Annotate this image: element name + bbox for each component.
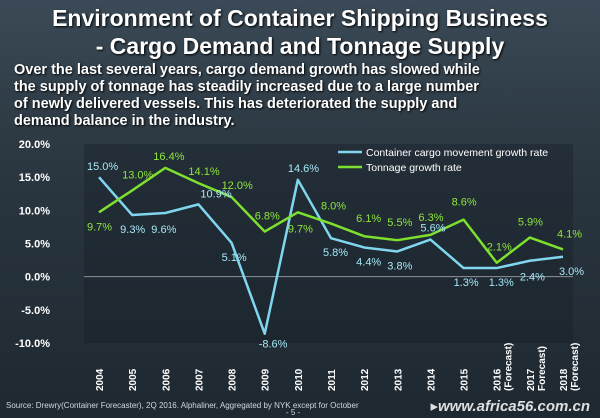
intro-line: demand balance in the industry. bbox=[14, 113, 235, 129]
tonnage-data-label: 4.1% bbox=[557, 228, 582, 240]
growth-line-chart: -10.0% -5.0% 0.0% 5.0% 10.0% 15.0% 20.0% 2004 20… bbox=[15, 139, 584, 391]
cargo-data-label: 5.6% bbox=[420, 223, 445, 235]
x-tick-label: 2010 bbox=[294, 368, 305, 391]
x-tick-label: 2007 bbox=[194, 368, 205, 391]
intro-line: of newly delivered vessels. This has det… bbox=[14, 96, 458, 112]
x-tick-label-line: 2004 bbox=[95, 368, 106, 391]
cargo-data-label: 5.1% bbox=[222, 252, 247, 264]
x-tick-label-line: 2013 bbox=[393, 368, 404, 391]
cargo-data-label: 4.4% bbox=[356, 256, 381, 268]
x-tick-label-line: 2006 bbox=[161, 368, 172, 391]
x-tick-label-line: 2017 bbox=[526, 368, 537, 391]
tonnage-data-label: 6.3% bbox=[418, 212, 443, 224]
x-tick-label: 2013 bbox=[393, 368, 404, 391]
cargo-data-label: 3.0% bbox=[559, 266, 584, 278]
watermark: ▸www.africa56.com.cn bbox=[430, 397, 590, 415]
cargo-data-label: 14.6% bbox=[288, 163, 319, 175]
x-tick-label-line: 2005 bbox=[128, 368, 139, 391]
tonnage-data-label: 6.8% bbox=[255, 211, 280, 223]
tonnage-data-label: 9.7% bbox=[87, 221, 112, 233]
x-tick-label: 2014 bbox=[426, 368, 437, 391]
cargo-data-label: 1.3% bbox=[454, 277, 479, 289]
x-tick-label: 2017Forecast) bbox=[526, 346, 548, 391]
title-line-1: Environment of Container Shipping Busine… bbox=[52, 5, 548, 31]
source-note: Source: Drewry(Container Forecaster), 2Q… bbox=[6, 401, 359, 410]
title-line-2: - Cargo Demand and Tonnage Supply bbox=[95, 33, 505, 59]
x-tick-label-line: 2008 bbox=[228, 368, 239, 391]
page-number: - 5 - bbox=[286, 408, 301, 417]
plot-area bbox=[84, 144, 573, 343]
y-tick-label: 5.0% bbox=[25, 239, 50, 251]
tonnage-data-label: 8.0% bbox=[321, 201, 346, 213]
tonnage-data-label: 5.9% bbox=[518, 217, 543, 229]
tonnage-data-label: 5.5% bbox=[387, 217, 412, 229]
x-tick-label-line: 2007 bbox=[194, 368, 205, 391]
y-tick-label: -10.0% bbox=[15, 338, 50, 350]
y-tick-label: -5.0% bbox=[21, 305, 50, 317]
cargo-data-label: 5.8% bbox=[323, 247, 348, 259]
x-tick-label: 2018(Forecast) bbox=[559, 343, 581, 391]
cargo-data-label: 10.9% bbox=[200, 188, 231, 200]
intro-paragraph: Over the last several years, cargo deman… bbox=[14, 62, 594, 130]
legend-label: Tonnage growth rate bbox=[366, 162, 462, 174]
x-tick-label-line: 2010 bbox=[294, 368, 305, 391]
x-tick-label-line: (Forecast) bbox=[570, 343, 581, 391]
cargo-data-label: -8.6% bbox=[259, 339, 288, 351]
x-tick-label-line: Forecast) bbox=[537, 346, 548, 391]
watermark-icon: ▸ bbox=[430, 397, 438, 415]
tonnage-data-label: 8.6% bbox=[452, 197, 477, 209]
x-tick-label-line: 2015 bbox=[460, 368, 471, 391]
cargo-data-label: 9.3% bbox=[120, 224, 145, 236]
intro-line: the supply of tonnage has steadily incre… bbox=[14, 79, 479, 95]
tonnage-data-label: 2.1% bbox=[487, 242, 512, 254]
cargo-data-label: 3.8% bbox=[387, 260, 412, 272]
x-tick-label: 2009 bbox=[261, 368, 272, 391]
cargo-data-label: 15.0% bbox=[87, 161, 118, 173]
watermark-text: www.africa56.com.cn bbox=[437, 398, 590, 415]
y-tick-label: 15.0% bbox=[19, 172, 50, 184]
x-tick-label: 2011 bbox=[327, 369, 338, 391]
y-tick-label: 20.0% bbox=[19, 139, 50, 151]
x-tick-label: 2016(Forecast) bbox=[493, 343, 515, 391]
x-tick-label: 2004 bbox=[95, 368, 106, 391]
cargo-data-label: 2.4% bbox=[520, 272, 545, 284]
cargo-data-label: 1.3% bbox=[489, 277, 514, 289]
x-tick-label-line: 2018 bbox=[559, 368, 570, 391]
x-tick-label: 2015 bbox=[460, 368, 471, 391]
tonnage-data-label: 16.4% bbox=[153, 151, 184, 163]
x-tick-label-line: 2011 bbox=[327, 369, 338, 391]
legend-label: Container cargo movement growth rate bbox=[366, 147, 548, 159]
x-tick-label-line: 2009 bbox=[261, 368, 272, 391]
tonnage-data-label: 12.0% bbox=[222, 180, 253, 192]
x-tick-label-line: 2012 bbox=[360, 368, 371, 391]
y-tick-label: 0.0% bbox=[25, 272, 50, 284]
series-line-cargo bbox=[98, 176, 564, 335]
x-tick-label: 2012 bbox=[360, 368, 371, 391]
x-tick-label: 2006 bbox=[161, 368, 172, 391]
x-tick-label: 2005 bbox=[128, 368, 139, 391]
series-line-tonnage bbox=[98, 166, 564, 264]
cargo-data-label: 9.6% bbox=[151, 224, 176, 236]
tonnage-data-label: 6.1% bbox=[356, 213, 381, 225]
x-tick-label: 2008 bbox=[228, 368, 239, 391]
x-tick-label-line: (Forecast) bbox=[504, 343, 515, 391]
y-tick-label: 10.0% bbox=[19, 205, 50, 217]
slide-title: Environment of Container Shipping Busine… bbox=[0, 4, 600, 60]
intro-line: Over the last several years, cargo deman… bbox=[14, 62, 480, 78]
tonnage-data-label: 9.7% bbox=[288, 223, 313, 235]
tonnage-data-label: 13.0% bbox=[122, 169, 153, 181]
x-tick-label-line: 2016 bbox=[493, 368, 504, 391]
x-tick-label-line: 2014 bbox=[426, 368, 437, 391]
tonnage-data-label: 14.1% bbox=[188, 166, 219, 178]
